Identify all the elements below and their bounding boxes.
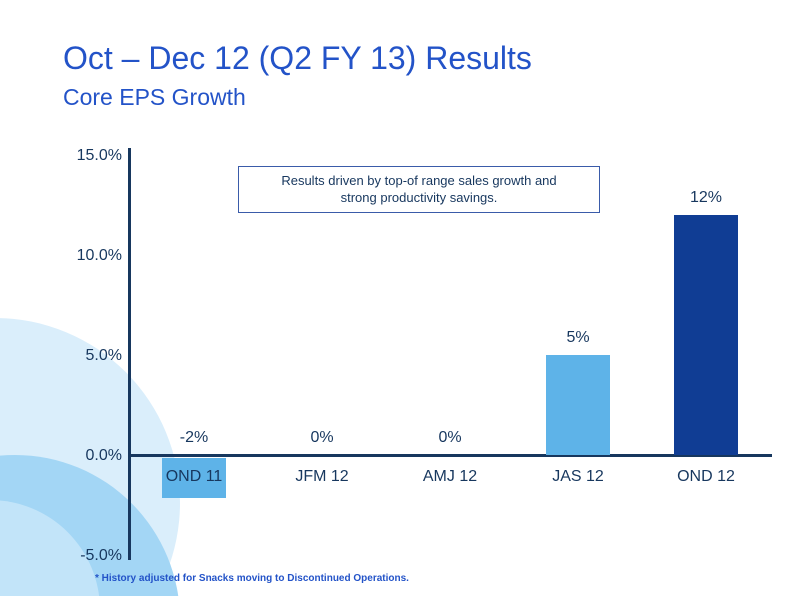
- y-axis-line: [128, 148, 131, 560]
- footnote: * History adjusted for Snacks moving to …: [95, 573, 409, 584]
- y-tick-label: 15.0%: [76, 147, 122, 164]
- category-label: AMJ 12: [422, 468, 478, 485]
- bar-value-label: 5%: [566, 329, 590, 346]
- plot-area: -2% OND 11 0% JFM 12 0% AMJ 12 5% JAS 12 12% OND …: [128, 148, 772, 560]
- y-tick-label: -5.0%: [80, 547, 122, 564]
- annotation-text: Results driven by top-of range sales gro…: [281, 173, 557, 205]
- category-label: OND 11: [165, 468, 223, 485]
- category-label: JAS 12: [552, 468, 604, 485]
- y-tick-label: 0.0%: [85, 447, 122, 464]
- chart-bar-ond-12: [674, 215, 738, 455]
- category-label: JFM 12: [295, 468, 349, 485]
- bar-value-label: 12%: [689, 189, 723, 206]
- x-axis-line: [128, 454, 772, 457]
- category-label: OND 12: [677, 468, 735, 485]
- bar-value-label: 0%: [310, 429, 334, 446]
- chart-bar-ond-11: [162, 458, 226, 498]
- annotation-box: Results driven by top-of range sales gro…: [238, 166, 600, 213]
- y-tick-label: 10.0%: [76, 247, 122, 264]
- slide-subtitle: Core EPS Growth: [63, 84, 246, 110]
- slide-title: Oct – Dec 12 (Q2 FY 13) Results: [63, 40, 532, 76]
- y-tick-label: 5.0%: [85, 347, 122, 364]
- chart-bar-jas-12: [546, 355, 610, 455]
- bar-value-label: -2%: [179, 429, 209, 446]
- bar-value-label: 0%: [438, 429, 462, 446]
